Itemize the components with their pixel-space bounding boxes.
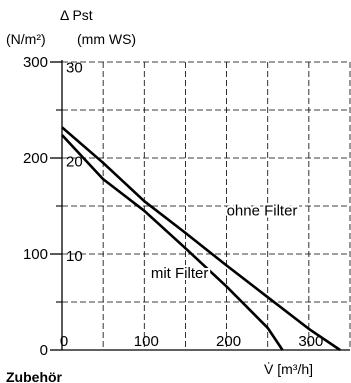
y-secondary-tick-label: 10 (66, 248, 83, 265)
y-secondary-tick-label: 20 (66, 154, 83, 171)
footer-heading: Zubehör (6, 369, 63, 383)
x-tick-label: 200 (216, 333, 241, 350)
grid-lines (62, 61, 351, 350)
series-lines (61, 126, 341, 352)
y-tick-label: 300 (23, 54, 48, 71)
series-annotation: ohne Filter (227, 203, 298, 220)
y-secondary-tick-label: 30 (66, 59, 83, 76)
x-tick-label: 300 (298, 333, 323, 350)
y-tick-label: 0 (40, 342, 48, 359)
y-tick-label: 100 (23, 246, 48, 263)
x-axis-label: V̇ [m³/h] (264, 361, 313, 377)
y-axis-units-secondary: (mm WS) (77, 31, 136, 47)
y-axis-symbol: Δ Pst (60, 7, 93, 23)
y-axis-units-primary: (N/m²) (6, 31, 46, 47)
y-tick-label: 200 (23, 150, 48, 167)
x-tick-label: 100 (134, 333, 159, 350)
axes (50, 60, 350, 351)
series-line-mit-filter (61, 134, 284, 351)
x-tick-label: 0 (60, 333, 68, 350)
series-annotation: mit Filter (151, 265, 209, 282)
series-line-ohne-filter (61, 126, 341, 352)
